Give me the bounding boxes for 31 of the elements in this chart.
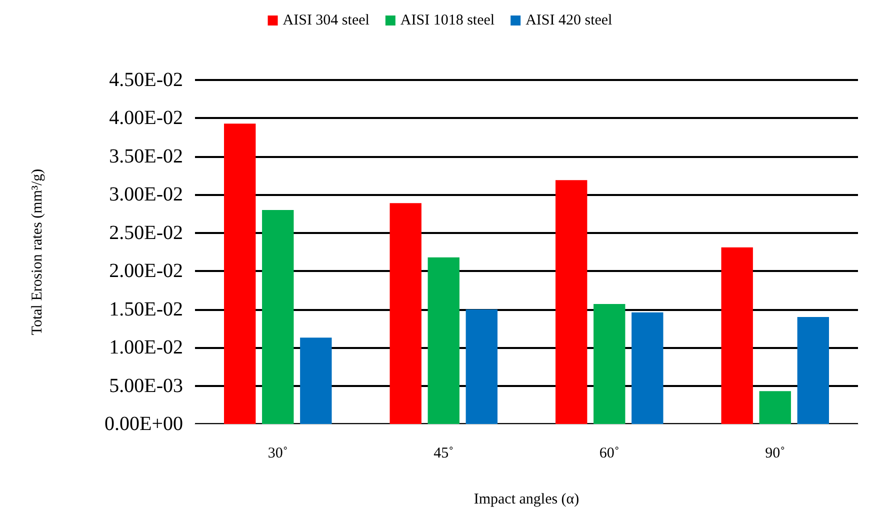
bar: [594, 304, 626, 424]
y-tick-label: 3.00E-02: [109, 184, 183, 206]
bar: [632, 312, 664, 424]
y-tick-label: 2.00E-02: [109, 260, 183, 282]
x-tick-label: 30˚: [268, 446, 288, 462]
bar: [224, 124, 256, 424]
x-tick-label: 45˚: [434, 446, 454, 462]
bar: [556, 180, 588, 424]
bar: [262, 210, 294, 424]
y-axis-title: Total Erosion rates (mm³/g): [30, 168, 46, 336]
y-tick-label: 4.50E-02: [109, 69, 183, 91]
bar: [759, 391, 791, 424]
legend-label: AISI 420 steel: [526, 12, 612, 28]
bar: [300, 338, 332, 424]
bar: [428, 257, 460, 424]
y-tick-label: 4.00E-02: [109, 107, 183, 130]
y-tick-label: 3.50E-02: [109, 145, 183, 168]
y-tick-label: 1.00E-02: [109, 336, 183, 359]
y-tick-label: 5.00E-03: [109, 374, 183, 397]
x-axis-title: Impact angles (α): [474, 492, 580, 508]
x-tick-label: 60˚: [599, 446, 620, 462]
bar: [797, 316, 829, 424]
bar: [390, 203, 422, 424]
bar: [466, 309, 498, 424]
legend-label: AISI 1018 steel: [400, 12, 495, 28]
bar: [721, 247, 753, 424]
y-tick-label: 1.50E-02: [109, 298, 183, 320]
y-tick-label: 2.50E-02: [109, 222, 183, 244]
y-tick-label: 0.00E+00: [104, 413, 183, 435]
legend-label: AISI 304 steel: [282, 12, 370, 28]
x-tick-label: 90˚: [765, 446, 786, 462]
